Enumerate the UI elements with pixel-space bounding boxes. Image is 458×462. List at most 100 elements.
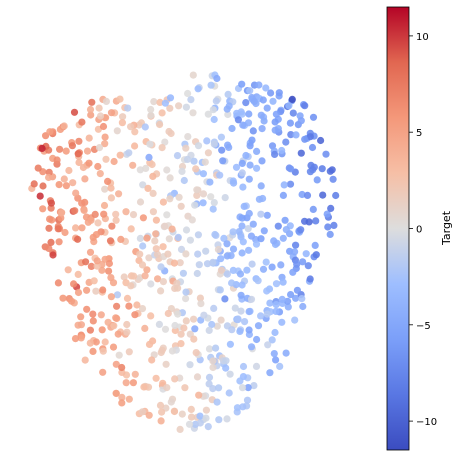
- scatter-point: [260, 117, 268, 125]
- scatter-point: [131, 142, 139, 150]
- scatter-point: [274, 222, 282, 230]
- scatter-point: [210, 304, 218, 312]
- scatter-point: [286, 180, 295, 188]
- scatter-point: [113, 314, 121, 323]
- scatter-point: [238, 80, 246, 88]
- scatter-point: [118, 119, 126, 127]
- scatter-point: [168, 225, 176, 233]
- scatter-point: [92, 287, 100, 295]
- scatter-point: [159, 198, 167, 206]
- scatter-point: [199, 170, 207, 178]
- scatter-point: [60, 175, 68, 183]
- scatter-point: [208, 320, 216, 329]
- scatter-point: [116, 151, 124, 159]
- scatter-point: [157, 417, 165, 425]
- scatter-point: [175, 102, 183, 110]
- scatter-point: [262, 258, 270, 266]
- scatter-point: [105, 267, 113, 275]
- scatter-point: [45, 244, 53, 252]
- scatter-point: [226, 370, 234, 378]
- scatter-point: [234, 116, 242, 124]
- scatter-point: [187, 405, 195, 413]
- scatter-point: [158, 109, 166, 117]
- scatter-point: [272, 356, 280, 364]
- scatter-point: [249, 220, 257, 228]
- scatter-point: [210, 115, 218, 124]
- scatter-point: [210, 199, 218, 207]
- scatter-point: [292, 241, 300, 249]
- scatter-point: [275, 89, 283, 97]
- scatter-point: [30, 180, 38, 188]
- scatter-point: [173, 279, 181, 287]
- scatter-point: [188, 216, 196, 224]
- scatter-point: [89, 310, 97, 318]
- scatter-point: [133, 301, 141, 309]
- scatter-point: [141, 324, 149, 332]
- scatter-point: [182, 226, 191, 234]
- scatter-point: [187, 413, 196, 421]
- scatter-point: [74, 235, 82, 243]
- scatter-point: [54, 279, 63, 287]
- scatter-point: [312, 251, 320, 259]
- scatter-point: [46, 215, 54, 223]
- scatter-point: [317, 136, 325, 145]
- scatter-point: [280, 181, 288, 189]
- scatter-point: [196, 412, 204, 420]
- scatter-point: [282, 349, 290, 357]
- scatter-point: [117, 235, 125, 243]
- scatter-point: [56, 145, 64, 153]
- scatter-point: [302, 250, 310, 258]
- scatter-point: [204, 149, 212, 157]
- scatter-point: [220, 234, 228, 242]
- scatter-point: [97, 311, 105, 319]
- scatter-point: [177, 330, 185, 338]
- scatter-point: [199, 190, 208, 198]
- scatter-point: [87, 262, 95, 270]
- scatter-point: [312, 217, 320, 225]
- scatter-point: [196, 419, 204, 427]
- scatter-point: [79, 163, 87, 172]
- scatter-point: [205, 326, 213, 334]
- scatter-point: [221, 295, 229, 303]
- scatter-point: [147, 312, 155, 320]
- scatter-point: [74, 150, 82, 158]
- scatter-point: [175, 193, 183, 201]
- scatter-point: [91, 210, 99, 218]
- scatter-point: [219, 157, 227, 165]
- scatter-point: [86, 248, 95, 256]
- scatter-point: [78, 118, 86, 126]
- scatter-point: [68, 142, 76, 150]
- scatter-point: [72, 189, 80, 197]
- scatter-point: [171, 321, 179, 330]
- scatter-point: [107, 274, 115, 282]
- scatter-point: [167, 398, 175, 406]
- scatter-point: [58, 209, 66, 217]
- scatter-point: [217, 133, 225, 141]
- scatter-point: [292, 131, 300, 139]
- scatter-point: [149, 172, 157, 180]
- scatter-point: [116, 95, 124, 103]
- scatter-point: [268, 263, 276, 271]
- scatter-point: [301, 135, 309, 143]
- scatter-point: [202, 414, 210, 422]
- scatter-point: [113, 127, 121, 135]
- scatter-point: [54, 225, 62, 233]
- scatter-point: [204, 423, 212, 431]
- scatter-point: [217, 255, 225, 263]
- scatter-point: [185, 420, 194, 428]
- scatter-point: [272, 301, 280, 309]
- scatter-point: [152, 216, 160, 224]
- scatter-point: [298, 295, 306, 303]
- scatter-point: [225, 389, 233, 397]
- scatter-point: [266, 299, 274, 307]
- scatter-point: [101, 133, 109, 141]
- scatter-point: [123, 328, 131, 336]
- scatter-point: [166, 94, 175, 102]
- scatter-point: [149, 208, 157, 216]
- scatter-point: [114, 330, 122, 338]
- scatter-point: [163, 384, 171, 392]
- scatter-point: [257, 111, 265, 119]
- scatter-point: [297, 226, 305, 234]
- colorbar: [386, 6, 410, 451]
